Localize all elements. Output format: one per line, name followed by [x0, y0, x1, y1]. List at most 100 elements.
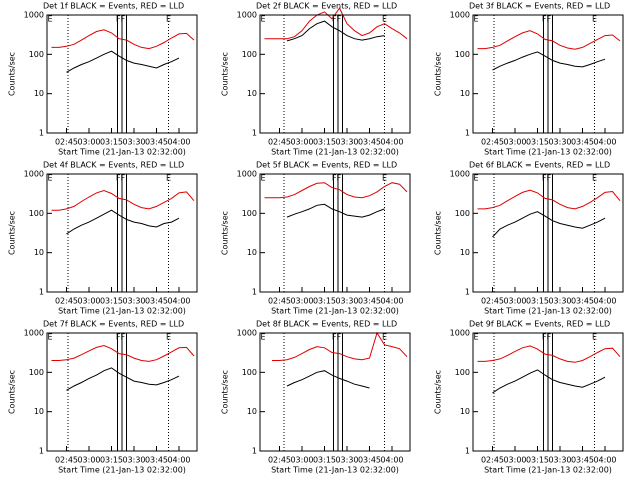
chart-title: Det 7f BLACK = Events, RED = LLD: [43, 320, 184, 329]
y-tick-label: 100: [455, 209, 470, 218]
x-tick-label: 03:45: [145, 456, 168, 465]
y-tick-label: 1000: [450, 11, 470, 20]
y-tick-label: 1: [39, 129, 44, 138]
x-tick-label: 02:45: [55, 297, 78, 306]
x-tick-label: 03:45: [358, 138, 381, 147]
y-tick-label: 100: [29, 50, 44, 59]
y-tick-label: 1: [252, 129, 257, 138]
plot-frame: [472, 173, 624, 293]
chart-title: Det 3f BLACK = Events, RED = LLD: [469, 2, 610, 11]
x-axis-label: Start Time (21-Jan-13 02:32:00): [58, 307, 186, 316]
annotation: E: [166, 15, 171, 24]
y-axis-label: Counts/sec: [434, 211, 443, 255]
annotation: E: [592, 174, 597, 183]
x-axis-label: Start Time (21-Jan-13 02:32:00): [484, 466, 612, 475]
x-tick-label: 02:45: [268, 138, 291, 147]
x-axis-label: Start Time (21-Jan-13 02:32:00): [58, 466, 186, 475]
y-tick-label: 1000: [237, 11, 257, 20]
series-line: [477, 189, 621, 210]
chart-title: Det 8f BLACK = Events, RED = LLD: [256, 320, 397, 329]
annotation: FF: [332, 15, 342, 24]
annotation: FF: [116, 15, 126, 24]
x-tick-label: 04:00: [167, 138, 190, 147]
x-tick-label: 03:30: [548, 456, 571, 465]
x-tick-label: 03:00: [77, 138, 100, 147]
annotation: E: [382, 174, 387, 183]
x-tick-label: 03:45: [358, 297, 381, 306]
chart-title: Det 4f BLACK = Events, RED = LLD: [43, 161, 184, 170]
y-tick-label: 1000: [24, 329, 44, 338]
annotation: E: [473, 15, 478, 24]
y-tick-label: 1000: [24, 170, 44, 179]
x-tick-label: 03:45: [571, 456, 594, 465]
x-axis-label: Start Time (21-Jan-13 02:32:00): [484, 307, 612, 316]
y-axis-label: Counts/sec: [221, 52, 230, 96]
x-tick-label: 03:15: [526, 138, 549, 147]
y-axis-label: Counts/sec: [8, 211, 17, 255]
series-line: [477, 345, 621, 363]
y-tick-label: 10: [34, 407, 44, 416]
x-tick-label: 02:45: [55, 456, 78, 465]
y-tick-label: 1: [252, 447, 257, 456]
series-line: [51, 29, 195, 50]
series-line: [66, 209, 180, 235]
y-tick-label: 1000: [237, 170, 257, 179]
annotation: E: [260, 333, 265, 342]
x-tick-label: 03:45: [145, 138, 168, 147]
annotation: E: [166, 174, 171, 183]
x-tick-label: 03:15: [100, 297, 123, 306]
x-axis-label: Start Time (21-Jan-13 02:32:00): [271, 307, 399, 316]
series-line: [286, 370, 370, 389]
series-line: [272, 331, 408, 361]
chart-title: Det 6f BLACK = Events, RED = LLD: [469, 161, 610, 170]
x-tick-label: 04:00: [380, 138, 403, 147]
x-tick-label: 04:00: [167, 456, 190, 465]
y-tick-label: 100: [455, 50, 470, 59]
plot-frame: [472, 14, 624, 134]
annotation: FF: [332, 333, 342, 342]
annotation: FF: [542, 333, 552, 342]
y-axis-label: Counts/sec: [221, 370, 230, 414]
plot-frame: [46, 173, 198, 293]
x-tick-label: 03:15: [526, 456, 549, 465]
x-tick-label: 03:00: [77, 456, 100, 465]
x-tick-label: 03:00: [77, 297, 100, 306]
y-tick-label: 1000: [450, 170, 470, 179]
y-tick-label: 100: [242, 209, 257, 218]
x-tick-label: 03:00: [290, 297, 313, 306]
y-tick-label: 1: [465, 288, 470, 297]
y-tick-label: 10: [460, 248, 470, 257]
y-tick-label: 1: [39, 288, 44, 297]
annotation: E: [260, 15, 265, 24]
x-tick-label: 04:00: [167, 297, 190, 306]
series-line: [286, 203, 385, 218]
x-tick-label: 03:30: [548, 138, 571, 147]
x-tick-label: 03:30: [335, 297, 358, 306]
x-axis-label: Start Time (21-Jan-13 02:32:00): [484, 148, 612, 157]
x-tick-label: 02:45: [268, 456, 291, 465]
y-tick-label: 10: [247, 89, 257, 98]
y-tick-label: 100: [242, 368, 257, 377]
x-tick-label: 02:45: [268, 297, 291, 306]
x-axis-label: Start Time (21-Jan-13 02:32:00): [58, 148, 186, 157]
x-tick-label: 03:15: [313, 297, 336, 306]
y-tick-label: 100: [242, 50, 257, 59]
chart-title: Det 1f BLACK = Events, RED = LLD: [43, 2, 184, 11]
x-tick-label: 03:15: [313, 138, 336, 147]
x-tick-label: 04:00: [593, 456, 616, 465]
y-tick-label: 1: [465, 129, 470, 138]
annotation: FF: [116, 174, 126, 183]
y-axis-label: Counts/sec: [8, 370, 17, 414]
annotation: FF: [542, 15, 552, 24]
annotation: E: [382, 333, 387, 342]
x-tick-label: 03:45: [145, 297, 168, 306]
annotation: E: [592, 333, 597, 342]
x-tick-label: 03:30: [122, 297, 145, 306]
y-axis-label: Counts/sec: [434, 370, 443, 414]
plot-frame: [46, 332, 198, 452]
series-line: [66, 367, 180, 391]
x-tick-label: 04:00: [380, 456, 403, 465]
y-axis-label: Counts/sec: [434, 52, 443, 96]
y-tick-label: 10: [460, 407, 470, 416]
x-tick-label: 03:15: [526, 297, 549, 306]
